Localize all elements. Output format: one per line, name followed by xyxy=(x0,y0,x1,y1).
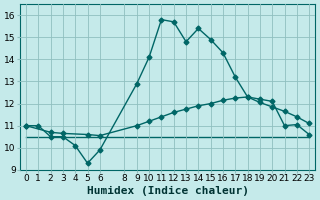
X-axis label: Humidex (Indice chaleur): Humidex (Indice chaleur) xyxy=(87,186,249,196)
